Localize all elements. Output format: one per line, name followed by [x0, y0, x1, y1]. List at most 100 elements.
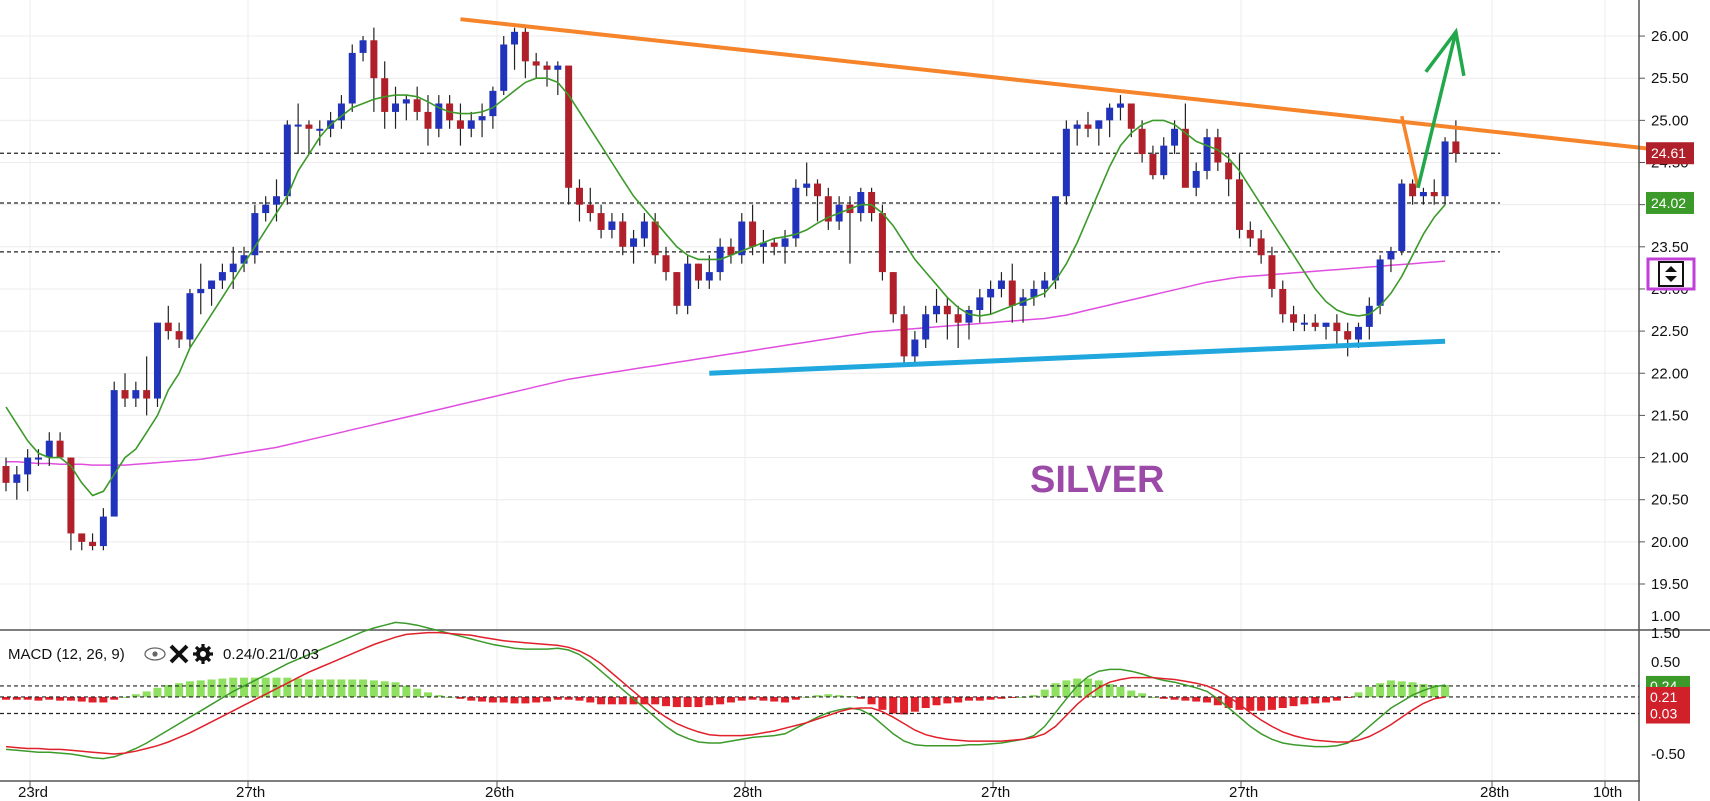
candle-body — [1398, 183, 1406, 252]
histogram-bar — [543, 696, 551, 702]
candle-body — [143, 390, 151, 399]
candle-body — [814, 183, 821, 197]
sma-long-line — [6, 260, 1446, 466]
histogram-bar — [943, 696, 952, 704]
histogram-bar — [250, 677, 259, 697]
candle-body — [1052, 196, 1060, 281]
candle-body — [197, 288, 205, 294]
candle-body — [273, 196, 280, 205]
candle-body — [294, 124, 302, 127]
histogram-bar — [672, 696, 681, 708]
histogram-bar — [402, 685, 411, 697]
histogram-bar — [467, 696, 476, 701]
time-tick-label: 23rd — [18, 784, 48, 801]
histogram-bar — [824, 694, 833, 697]
histogram-bar — [1159, 696, 1168, 699]
price-tick-label: 23.50 — [1651, 239, 1689, 256]
candle-body — [34, 457, 42, 460]
candle-body — [99, 516, 107, 547]
histogram-bar — [423, 692, 432, 697]
close-icon[interactable] — [169, 644, 189, 664]
histogram-bar — [1257, 696, 1266, 711]
candle-body — [218, 272, 226, 281]
candle-body — [316, 128, 324, 131]
gear-icon[interactable] — [193, 644, 213, 664]
candle-body — [251, 213, 259, 256]
candle-body — [1030, 288, 1038, 298]
candle-body — [759, 242, 767, 247]
candle-body — [1116, 103, 1124, 108]
histogram-bar — [369, 680, 378, 697]
grid — [0, 0, 1639, 781]
histogram-bar — [434, 695, 443, 697]
macd-badge-label: 0.21 — [1650, 689, 1677, 705]
macd-line — [5, 621, 1446, 760]
candle-body — [878, 213, 886, 273]
candle-body — [965, 310, 973, 323]
eye-icon[interactable] — [144, 647, 166, 661]
long-moving-average — [6, 260, 1446, 466]
histogram-bar — [153, 687, 162, 697]
candle-body — [348, 52, 356, 104]
candle-body — [413, 99, 421, 112]
candle-body — [889, 272, 897, 315]
candle-body — [727, 246, 735, 256]
macd-badge — [1646, 703, 1690, 724]
histogram-bar — [759, 696, 768, 701]
macd-lines — [5, 621, 1446, 760]
histogram-bar — [932, 696, 941, 706]
histogram-bar — [1354, 692, 1363, 697]
histogram-bar — [1084, 678, 1092, 697]
histogram-bar — [380, 681, 389, 697]
histogram-bar — [910, 696, 919, 712]
candle-body — [1257, 238, 1265, 256]
candle-body — [1171, 128, 1179, 146]
macd-axis-ticks: 1.00 0.50 -0.50 1.50 — [1651, 608, 1685, 763]
price-tick-label: 21.00 — [1651, 450, 1689, 467]
candle-body — [1095, 120, 1103, 129]
macd-tick-label-top: 1.50 — [1651, 625, 1680, 642]
histogram-bar — [1040, 689, 1049, 697]
histogram-bar — [618, 696, 627, 705]
histogram-bar — [1300, 696, 1309, 705]
histogram-bar — [1246, 696, 1255, 711]
histogram-bar — [532, 696, 541, 703]
candle-body — [489, 90, 497, 117]
candle-body — [45, 440, 53, 458]
histogram-bar — [1138, 693, 1147, 697]
candle-body — [651, 221, 659, 256]
candle-body — [186, 293, 194, 340]
histogram-bar — [1430, 685, 1439, 697]
histogram-bar — [413, 688, 422, 697]
candle-body — [1430, 192, 1438, 197]
histogram-bar — [986, 696, 995, 700]
candle-body — [900, 314, 908, 357]
histogram-bar — [1181, 696, 1190, 701]
histogram-bar — [391, 682, 400, 697]
candle-body — [911, 339, 919, 357]
candle-body — [954, 314, 962, 323]
trend-drawings — [460, 17, 1684, 376]
histogram-bar — [1029, 695, 1038, 697]
histogram-bar — [185, 681, 194, 697]
histogram-bar — [1116, 686, 1125, 697]
price-badge-label: 24.02 — [1651, 195, 1686, 211]
candle-body — [392, 103, 400, 112]
histogram-bar — [575, 696, 584, 701]
candle-body — [792, 187, 800, 239]
candle-body — [1387, 251, 1395, 260]
histogram-bar — [164, 685, 173, 697]
candle-body — [976, 297, 984, 311]
candle-body — [262, 204, 270, 214]
price-level-lines — [0, 152, 1500, 253]
scale-toggle-icon[interactable] — [1646, 257, 1696, 291]
silver-watermark: SILVER — [1030, 459, 1164, 501]
resistance-trendline — [460, 17, 1684, 155]
histogram-bar — [359, 679, 368, 697]
candle-body — [424, 111, 432, 129]
candle-body — [1246, 229, 1254, 239]
candle-body — [456, 120, 464, 129]
histogram-bar — [1203, 696, 1212, 703]
time-tick-label: 26th — [485, 784, 514, 801]
